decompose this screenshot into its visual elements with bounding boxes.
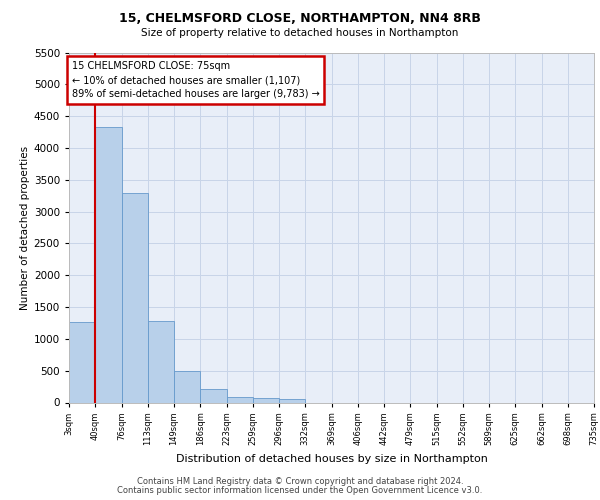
Bar <box>148 321 174 402</box>
Bar <box>95 127 121 402</box>
Bar <box>253 398 279 402</box>
Bar <box>227 397 253 402</box>
Text: Size of property relative to detached houses in Northampton: Size of property relative to detached ho… <box>142 28 458 38</box>
Bar <box>174 372 200 402</box>
Bar <box>200 389 227 402</box>
Bar <box>279 398 305 402</box>
Bar <box>121 192 148 402</box>
Y-axis label: Number of detached properties: Number of detached properties <box>20 146 29 310</box>
Text: Contains public sector information licensed under the Open Government Licence v3: Contains public sector information licen… <box>118 486 482 495</box>
Bar <box>69 322 95 402</box>
Text: 15 CHELMSFORD CLOSE: 75sqm
← 10% of detached houses are smaller (1,107)
89% of s: 15 CHELMSFORD CLOSE: 75sqm ← 10% of deta… <box>71 61 319 99</box>
Text: Contains HM Land Registry data © Crown copyright and database right 2024.: Contains HM Land Registry data © Crown c… <box>137 477 463 486</box>
Text: 15, CHELMSFORD CLOSE, NORTHAMPTON, NN4 8RB: 15, CHELMSFORD CLOSE, NORTHAMPTON, NN4 8… <box>119 12 481 26</box>
X-axis label: Distribution of detached houses by size in Northampton: Distribution of detached houses by size … <box>176 454 487 464</box>
